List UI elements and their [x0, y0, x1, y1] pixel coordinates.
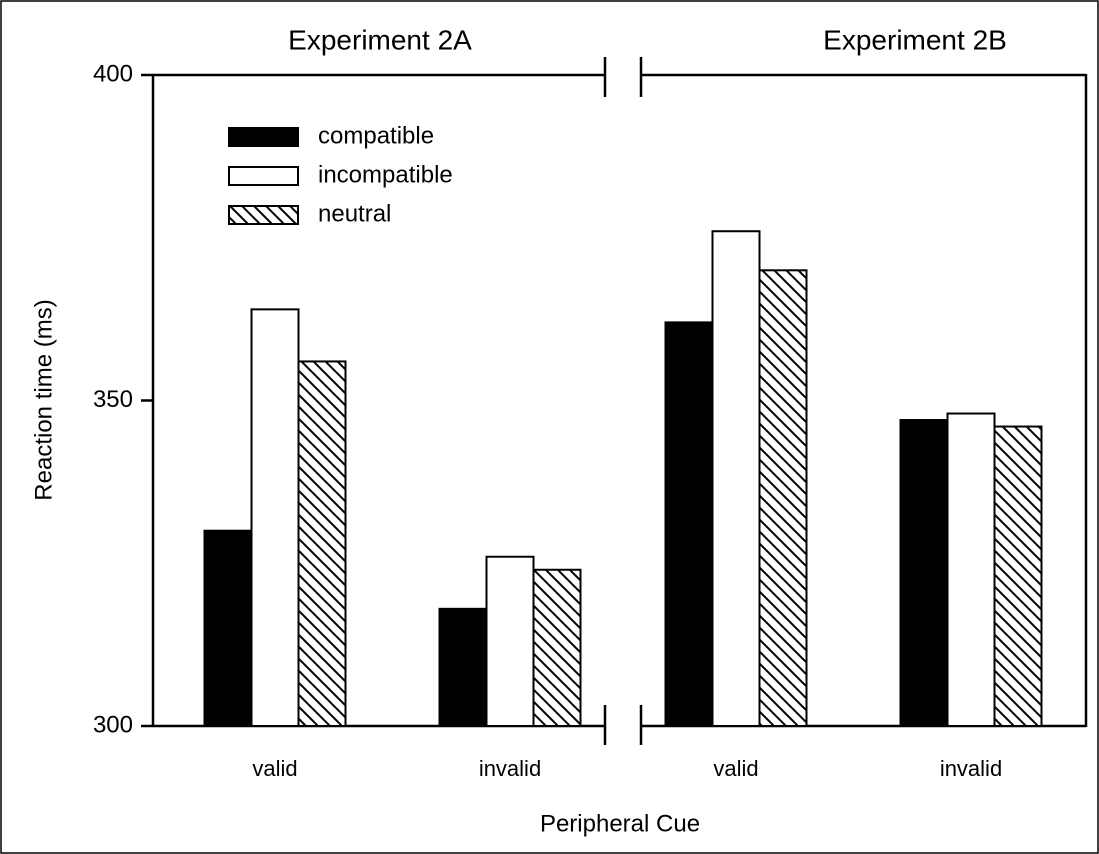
x-tick-label: invalid [940, 756, 1002, 781]
y-axis-label: Reaction time (ms) [30, 299, 57, 500]
x-tick-label: valid [252, 756, 297, 781]
panel-title: Experiment 2B [823, 24, 1007, 55]
panel-title: Experiment 2A [288, 24, 472, 55]
legend-swatch [228, 166, 299, 186]
y-tick-label: 300 [93, 711, 133, 738]
x-tick-label: invalid [479, 756, 541, 781]
bar [664, 321, 714, 727]
bar [250, 308, 300, 727]
legend-swatch [228, 205, 299, 225]
x-axis-label: Peripheral Cue [540, 810, 700, 837]
y-tick-label: 400 [93, 60, 133, 87]
bar [899, 419, 949, 727]
bar [711, 230, 761, 728]
bar [203, 529, 253, 728]
x-tick-label: valid [713, 756, 758, 781]
bar [946, 412, 996, 727]
legend-label: compatible [318, 122, 434, 149]
y-tick-label: 350 [93, 386, 133, 413]
bar [485, 555, 535, 727]
bar [993, 425, 1043, 727]
bar [438, 607, 488, 728]
legend-swatch [228, 127, 299, 147]
bar [532, 568, 582, 728]
legend-label: neutral [318, 200, 391, 227]
bar [297, 360, 347, 727]
bar [758, 269, 808, 727]
legend-label: incompatible [318, 161, 453, 188]
